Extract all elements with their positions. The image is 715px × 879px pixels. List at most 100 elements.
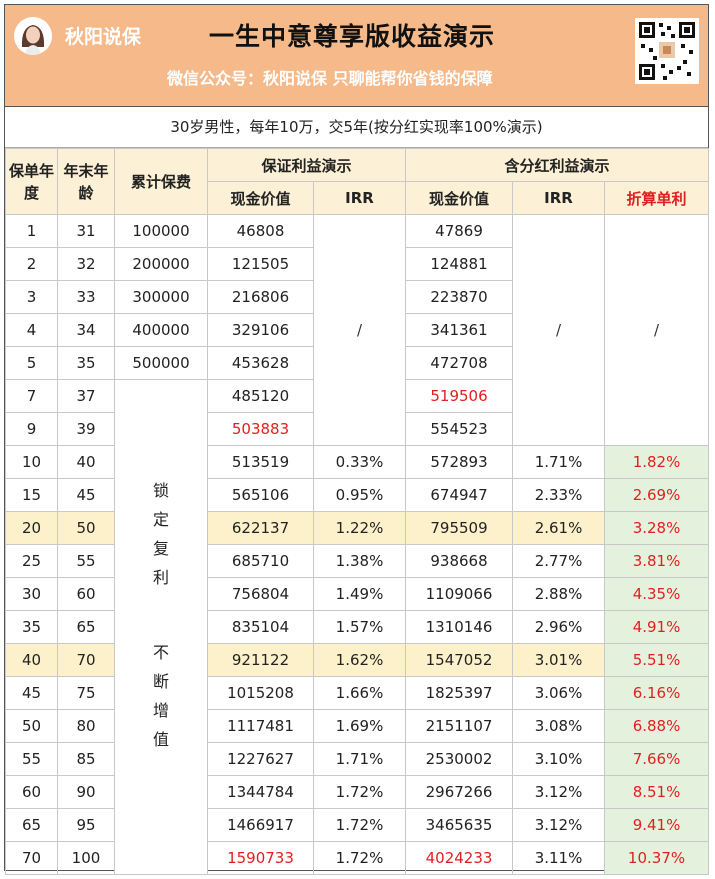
cell-guaranteed-cash-value: 1227627 [207,742,314,776]
cell-dividend-cash-value: 1109066 [405,577,514,611]
cell-dividend-cash-value: 1547052 [405,643,514,677]
cell-guaranteed-irr: 1.66% [312,676,407,710]
cell-age: 65 [57,610,115,644]
cell-guaranteed-cash-value: 921122 [207,643,314,677]
cell-guaranteed-irr: 1.71% [312,742,407,776]
cell-age: 39 [57,412,115,446]
cell-simple-rate: 4.35% [604,577,710,611]
cell-simple-rate: 2.69% [604,478,710,512]
cell-guaranteed-cash-value: 485120 [207,379,314,413]
cell-dividend-irr: 2.88% [512,577,606,611]
cell-age: 70 [57,643,115,677]
cell-age: 40 [57,445,115,479]
cell-year: 15 [5,478,58,512]
cell-dividend-irr: 3.08% [512,709,606,743]
cell-dividend-irr: 2.96% [512,610,606,644]
cell-guaranteed-irr: 1.57% [312,610,407,644]
cell-age: 95 [57,808,115,842]
cell-dividend-cash-value: 554523 [405,412,514,446]
cell-dividend-cash-value: 2967266 [405,775,514,809]
cell-age: 34 [57,313,115,347]
header-simple-rate: 折算单利 [604,181,710,215]
cell-simple-rate: 9.41% [604,808,710,842]
cell-dividend-irr: 3.10% [512,742,606,776]
cell-guaranteed-cash-value: 685710 [207,544,314,578]
table-row: 35 65 835104 1.57% 1310146 2.96% 4.91% [5,610,710,644]
cell-guaranteed-irr: 1.62% [312,643,407,677]
cell-dividend-cash-value: 3465635 [405,808,514,842]
cell-age: 80 [57,709,115,743]
cell-year: 5 [5,346,58,380]
table-row: 2 32 200000 121505 124881 [5,247,709,281]
table-row: 25 55 685710 1.38% 938668 2.77% 3.81% [5,544,710,578]
cell-guaranteed-irr: 0.95% [312,478,407,512]
cell-premium: 500000 [114,346,208,380]
header-age: 年末年龄 [57,148,115,215]
cell-age: 33 [57,280,115,314]
cell-dividend-cash-value: 2530002 [405,742,514,776]
cell-dividend-cash-value: 47869 [405,214,514,248]
cell-year: 20 [5,511,58,545]
cell-guaranteed-cash-value: 622137 [207,511,314,545]
cell-guaranteed-irr: 1.38% [312,544,407,578]
guaranteed-irr-placeholder: / [312,214,407,446]
benefit-table: 保单年度 年末年龄 累计保费 保证利益演示 含分红利益演示 现金价值 IRR 现… [5,148,710,875]
cell-age: 85 [57,742,115,776]
side-note-keep-growing: 不断增值 [152,643,169,749]
cell-guaranteed-cash-value: 1015208 [207,676,314,710]
cell-dividend-cash-value: 4024233 [405,841,514,875]
cell-age: 60 [57,577,115,611]
cell-age: 31 [57,214,115,248]
cell-dividend-irr: 3.11% [512,841,606,875]
table-row: 65 95 1466917 1.72% 3465635 3.12% 9.41% [5,808,710,842]
cell-guaranteed-irr: 0.33% [312,445,407,479]
table-row: 15 45 565106 0.95% 674947 2.33% 2.69% [5,478,710,512]
cell-dividend-irr: 2.33% [512,478,606,512]
page-subtitle: 微信公众号：秋阳说保 只聊能帮你省钱的保障 [167,69,493,88]
cell-dividend-irr: 3.12% [512,808,606,842]
header-guaranteed-group: 保证利益演示 [206,148,407,182]
cell-simple-rate: 3.28% [604,511,710,545]
cell-year: 10 [5,445,58,479]
side-note-cell: 锁定复利 不断增值 [114,379,208,875]
cell-dividend-cash-value: 795509 [405,511,514,545]
cell-dividend-cash-value: 572893 [405,445,514,479]
cell-premium: 300000 [114,280,208,314]
table-row: 55 85 1227627 1.71% 2530002 3.10% 7.66% [5,742,710,776]
cell-age: 35 [57,346,115,380]
side-note-lock-compound: 锁定复利 [152,481,169,587]
cell-guaranteed-cash-value: 513519 [207,445,314,479]
cell-year: 50 [5,709,58,743]
cell-dividend-cash-value: 674947 [405,478,514,512]
table-row: 5 35 500000 453628 472708 [5,346,709,380]
cell-guaranteed-cash-value: 329106 [207,313,314,347]
cell-year: 65 [5,808,58,842]
cell-guaranteed-cash-value: 1117481 [207,709,314,743]
cell-dividend-cash-value: 2151107 [405,709,514,743]
cell-guaranteed-cash-value: 835104 [207,610,314,644]
cell-guaranteed-cash-value: 1344784 [207,775,314,809]
cell-premium: 100000 [114,214,208,248]
cell-guaranteed-cash-value: 216806 [207,280,314,314]
cell-year: 55 [5,742,58,776]
cell-year: 25 [5,544,58,578]
cell-year: 70 [5,841,58,875]
cell-year: 7 [5,379,58,413]
table-row: 45 75 1015208 1.66% 1825397 3.06% 6.16% [5,676,710,710]
cell-dividend-cash-value: 938668 [405,544,514,578]
dividend-irr-placeholder: / [512,214,606,446]
header-guaranteed-cash-value: 现金价值 [207,181,314,215]
table-row: 3 33 300000 216806 223870 [5,280,709,314]
cell-dividend-cash-value: 124881 [405,247,514,281]
header-policy-year: 保单年度 [5,148,58,215]
cell-age: 50 [57,511,115,545]
qr-code-icon [635,18,699,84]
cell-dividend-irr: 3.12% [512,775,606,809]
cell-dividend-cash-value: 341361 [405,313,514,347]
cell-simple-rate: 3.81% [604,544,710,578]
cell-dividend-cash-value: 472708 [405,346,514,380]
cell-year: 3 [5,280,58,314]
cell-premium: 200000 [114,247,208,281]
table-row: 7 37 锁定复利 不断增值 485120 519506 [5,379,709,875]
avatar-portrait-icon [14,17,52,55]
